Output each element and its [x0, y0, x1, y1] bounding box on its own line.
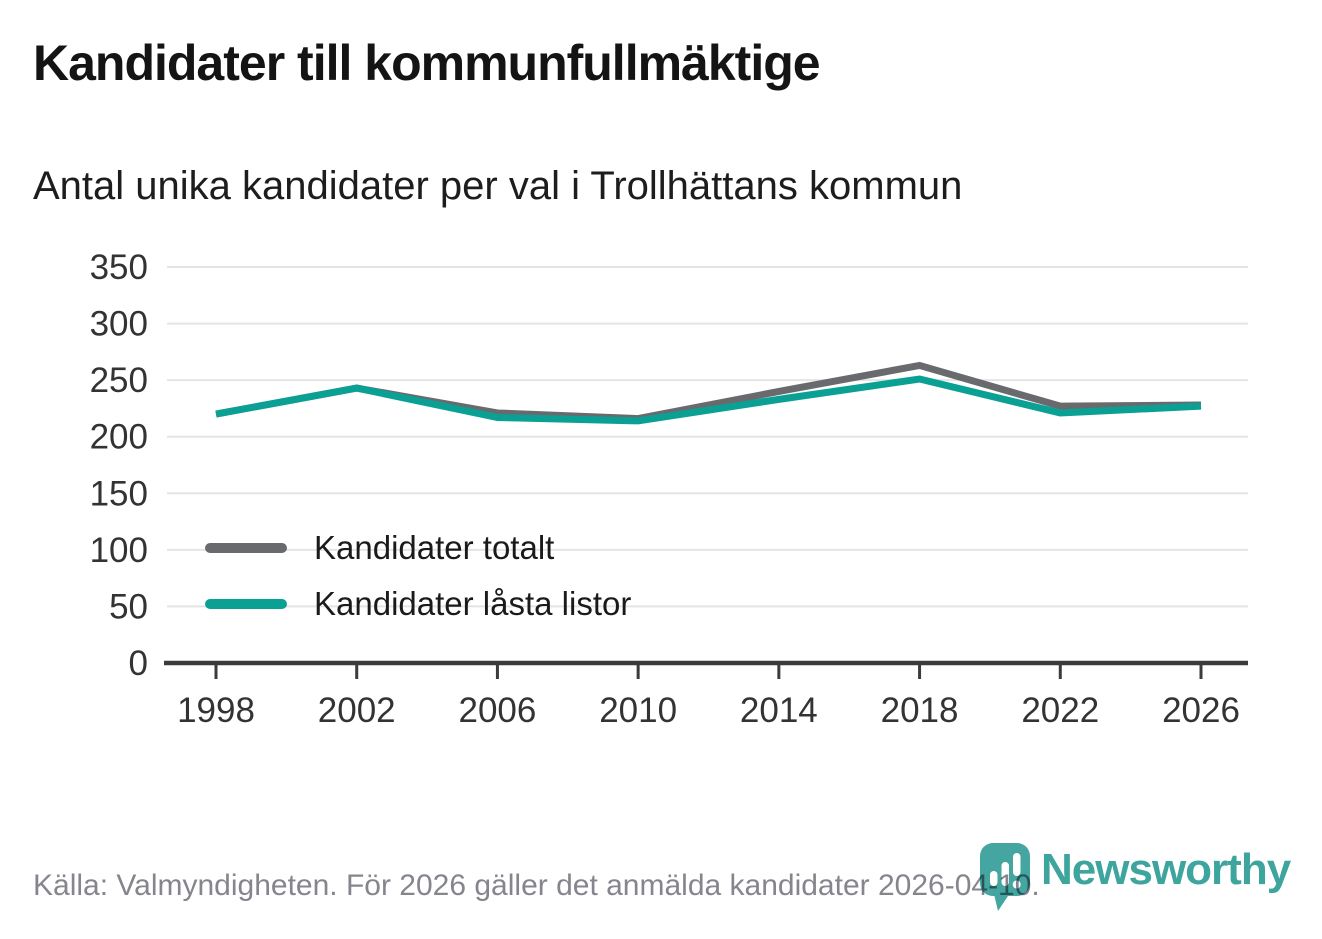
chart-legend: Kandidater totalt Kandidater låsta listo… [205, 520, 631, 632]
newsworthy-logo: Newsworthy [979, 842, 1291, 912]
newsworthy-wordmark: Newsworthy [1041, 845, 1291, 894]
source-note: Källa: Valmyndigheten. För 2026 gäller d… [33, 869, 1040, 902]
x-tick-label-2002: 2002 [318, 691, 396, 730]
y-tick-label-150: 150 [90, 474, 148, 513]
x-tick-label-2018: 2018 [881, 691, 959, 730]
x-tick-label-2026: 2026 [1162, 691, 1240, 730]
x-tick-label-2022: 2022 [1021, 691, 1099, 730]
y-tick-label-350: 350 [90, 248, 148, 287]
legend-item-lasta-listor: Kandidater låsta listor [205, 576, 631, 632]
series-line-1 [215, 375, 1202, 425]
legend-swatch-lasta-listor [205, 599, 287, 609]
legend-label-lasta-listor: Kandidater låsta listor [314, 585, 632, 622]
x-tick-label-2006: 2006 [458, 691, 536, 730]
line-chart-svg: 0 50 100 150 200 250 300 350 1998 2002 2006 2010 201… [90, 248, 1248, 730]
legend-item-totalt: Kandidater totalt [205, 520, 631, 576]
y-tick-label-200: 200 [90, 418, 148, 457]
y-tick-label-250: 250 [90, 361, 148, 400]
y-tick-label-0: 0 [129, 644, 148, 683]
y-tick-label-300: 300 [90, 305, 148, 344]
legend-label-totalt: Kandidater totalt [314, 529, 555, 566]
chart-subtitle: Antal unika kandidater per val i Trollhä… [33, 164, 963, 208]
chart-title: Kandidater till kommunfullmäktige [33, 35, 821, 91]
y-tick-label-100: 100 [90, 531, 148, 570]
x-tick-label-2010: 2010 [599, 691, 677, 730]
x-tick-label-2014: 2014 [740, 691, 818, 730]
newsworthy-pin-icon [980, 843, 1030, 911]
line-chart: 0 50 100 150 200 250 300 350 1998 2002 2006 2010 201… [90, 248, 1248, 730]
x-tick-label-1998: 1998 [177, 691, 255, 730]
legend-swatch-totalt [205, 543, 287, 553]
y-tick-label-50: 50 [109, 587, 148, 626]
